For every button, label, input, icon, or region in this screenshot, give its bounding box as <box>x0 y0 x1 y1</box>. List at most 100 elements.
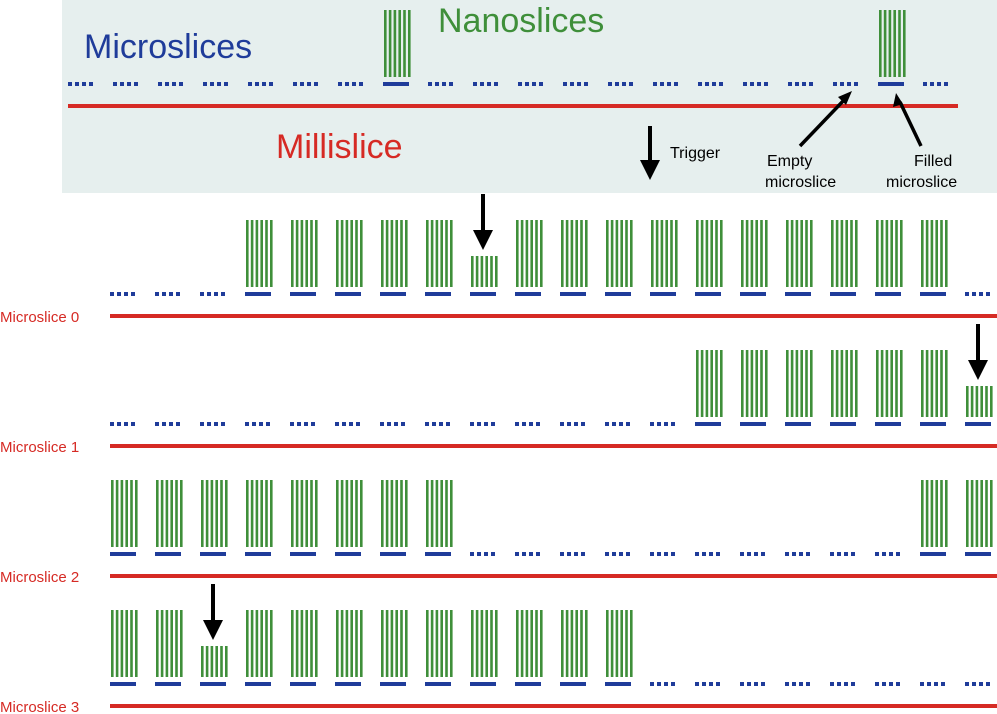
empty-microslice-dot <box>155 292 159 296</box>
nanoslice <box>305 610 308 677</box>
row-1-label: Microslice 1 <box>0 439 79 456</box>
empty-microslice-dot <box>979 292 983 296</box>
nanoslice <box>800 350 803 417</box>
row-slot <box>110 610 138 686</box>
nanoslice <box>270 480 273 547</box>
empty-microslice-dot <box>716 682 720 686</box>
empty-microslice-dot <box>574 552 578 556</box>
nanoslice <box>170 610 173 677</box>
legend-microslice-markers <box>68 10 948 86</box>
row-0-slots <box>110 194 990 296</box>
nanoslice-group <box>426 610 453 677</box>
empty-microslice-dot <box>851 682 855 686</box>
empty-microslice-dot <box>120 82 124 86</box>
empty-microslice-dot <box>529 552 533 556</box>
nanoslice <box>585 220 588 287</box>
nanoslice <box>845 350 848 417</box>
empty-microslice-dot <box>622 82 626 86</box>
empty-microslice-dot <box>896 552 900 556</box>
empty-microslice-dot <box>840 82 844 86</box>
legend-slot <box>923 82 948 86</box>
nanoslice <box>426 220 429 287</box>
nanoslice <box>945 220 948 287</box>
row-slot <box>515 552 540 556</box>
empty-microslice-dot <box>300 82 304 86</box>
nanoslice-group <box>606 220 633 287</box>
empty-microslice-dot <box>657 552 661 556</box>
nanoslice <box>291 220 294 287</box>
nanoslice <box>520 610 524 677</box>
empty-microslice-dot <box>563 82 567 86</box>
row-slot <box>830 552 855 556</box>
nanoslice <box>800 220 803 287</box>
row-slot <box>245 480 273 556</box>
nanoslice <box>935 350 938 417</box>
nanoslice <box>435 480 439 547</box>
nanoslice <box>525 610 529 677</box>
trigger-arrow-head <box>640 160 660 180</box>
nanoslice <box>450 610 453 677</box>
empty-microslice-dot <box>172 82 176 86</box>
empty-microslice-dot <box>200 422 204 426</box>
nanoslice-group <box>291 480 318 547</box>
row-slot <box>155 422 180 426</box>
legend-trigger: Trigger <box>640 126 721 180</box>
nanoslice <box>610 610 614 677</box>
nanoslice <box>606 220 609 287</box>
nanoslice <box>490 256 493 287</box>
nanoslice <box>385 480 389 547</box>
nanoslice-group <box>921 220 948 287</box>
row-slot <box>470 194 498 296</box>
nanoslice <box>220 480 223 547</box>
empty-microslice-dot <box>473 82 477 86</box>
row-slot <box>470 610 498 686</box>
nanoslice <box>201 646 204 677</box>
nanoslice <box>696 350 699 417</box>
empty-microslice-dot <box>785 682 789 686</box>
empty-microslice-dot <box>660 82 664 86</box>
empty-microslice-dot <box>494 82 498 86</box>
nanoslice <box>130 480 133 547</box>
empty-microslice-dot <box>259 422 263 426</box>
empty-microslice-dot <box>764 82 768 86</box>
nanoslice <box>385 610 389 677</box>
nanoslice <box>430 610 434 677</box>
row-slot <box>965 324 993 426</box>
nanoslice <box>111 610 114 677</box>
nanoslice-group <box>966 480 993 547</box>
nanoslice-group <box>336 610 363 677</box>
nanoslice <box>170 480 173 547</box>
nanoslice-group <box>741 220 768 287</box>
empty-microslice-dot <box>650 422 654 426</box>
nanoslice <box>260 480 263 547</box>
empty-microslice-dot <box>131 422 135 426</box>
nanoslice <box>125 480 128 547</box>
empty-label-line2: microslice <box>765 174 836 191</box>
empty-microslice-dot <box>449 82 453 86</box>
nanoslice <box>480 256 484 287</box>
nanoslice <box>291 610 294 677</box>
row-slot <box>425 480 453 556</box>
empty-microslice-dot <box>761 552 765 556</box>
empty-microslice-dot <box>792 682 796 686</box>
nanoslice <box>786 220 789 287</box>
empty-microslice-dot <box>162 422 166 426</box>
nanoslice-group <box>921 350 948 417</box>
nanoslice <box>336 220 339 287</box>
nanoslice <box>580 220 583 287</box>
nanoslice <box>741 220 744 287</box>
empty-microslice-dot <box>176 292 180 296</box>
nanoslice <box>260 220 263 287</box>
row-slot <box>380 480 408 556</box>
nanoslice <box>315 480 318 547</box>
empty-microslice-dot <box>470 552 474 556</box>
row-slot <box>920 682 945 686</box>
empty-microslice-dot <box>965 682 969 686</box>
empty-microslice-dot <box>844 552 848 556</box>
empty-microslice-dot <box>802 82 806 86</box>
nanoslice <box>795 220 799 287</box>
empty-microslice-dot <box>307 82 311 86</box>
nanoslice-group <box>471 256 498 287</box>
empty-microslice-dot <box>262 82 266 86</box>
nanoslice <box>970 386 974 417</box>
